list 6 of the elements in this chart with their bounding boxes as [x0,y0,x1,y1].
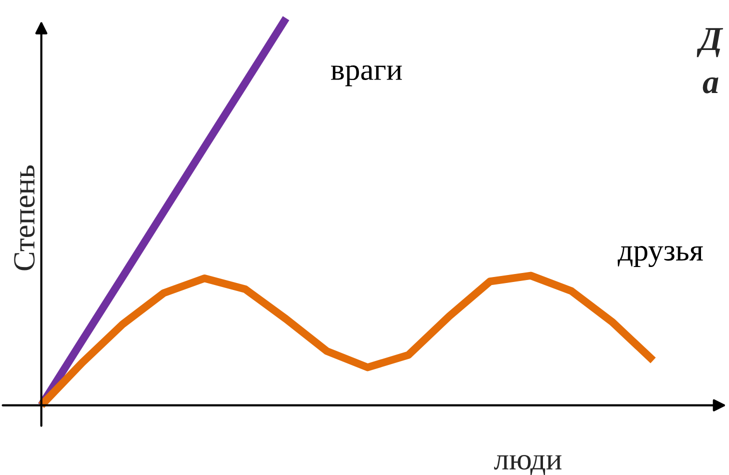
y-axis-title: Степень [14,165,35,270]
text: враги [331,65,402,86]
series-label: друзья [618,246,703,268]
text: Д [696,28,724,58]
x-axis-title: люди [494,454,562,475]
text: а [702,77,718,94]
